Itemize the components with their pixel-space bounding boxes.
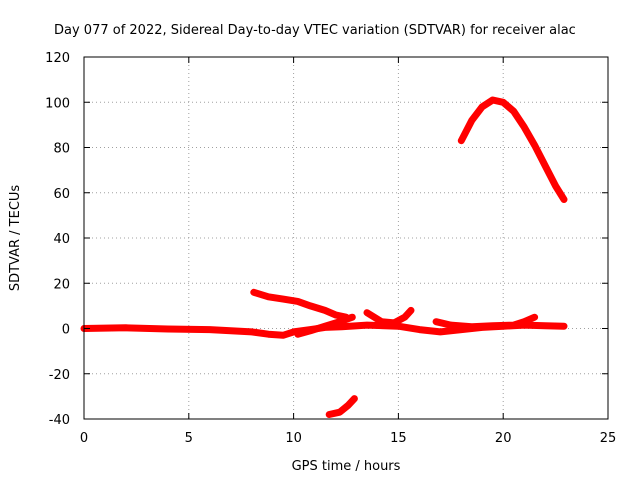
data-traces <box>80 96 568 418</box>
x-tick-label: 15 <box>390 431 407 446</box>
y-axis-label: SDTVAR / TECUs <box>8 185 23 292</box>
y-tick-label: 0 <box>62 323 70 338</box>
y-tick-label: 120 <box>45 51 70 66</box>
series-track-3 <box>294 313 356 338</box>
grid-lines <box>84 57 608 419</box>
y-tick-label: 80 <box>53 142 70 157</box>
x-tick-label: 0 <box>80 431 88 446</box>
y-tick-label: 100 <box>45 96 70 111</box>
x-tick-label: 20 <box>495 431 512 446</box>
y-tick-labels: -40 -20 0 20 40 60 80 100 120 <box>45 51 70 428</box>
series-track-7 <box>325 395 358 418</box>
y-tick-label: 40 <box>53 232 70 247</box>
y-tick-label: -20 <box>49 368 70 383</box>
series-track-6 <box>457 96 568 203</box>
plot-frame <box>83 56 609 420</box>
axis-ticks <box>83 56 609 420</box>
x-tick-labels: 0 5 10 15 20 25 <box>80 431 616 446</box>
series-track-4 <box>363 306 415 327</box>
x-tick-label: 25 <box>600 431 617 446</box>
series-track-2 <box>250 288 350 321</box>
chart-title: Day 077 of 2022, Sidereal Day-to-day VTE… <box>54 23 576 38</box>
series-track-5 <box>432 313 539 331</box>
x-axis-label: GPS time / hours <box>292 459 401 474</box>
x-tick-label: 10 <box>285 431 302 446</box>
x-tick-label: 5 <box>185 431 193 446</box>
y-tick-label: 20 <box>53 277 70 292</box>
y-tick-label: 60 <box>53 187 70 202</box>
y-tick-label: -40 <box>49 413 70 428</box>
